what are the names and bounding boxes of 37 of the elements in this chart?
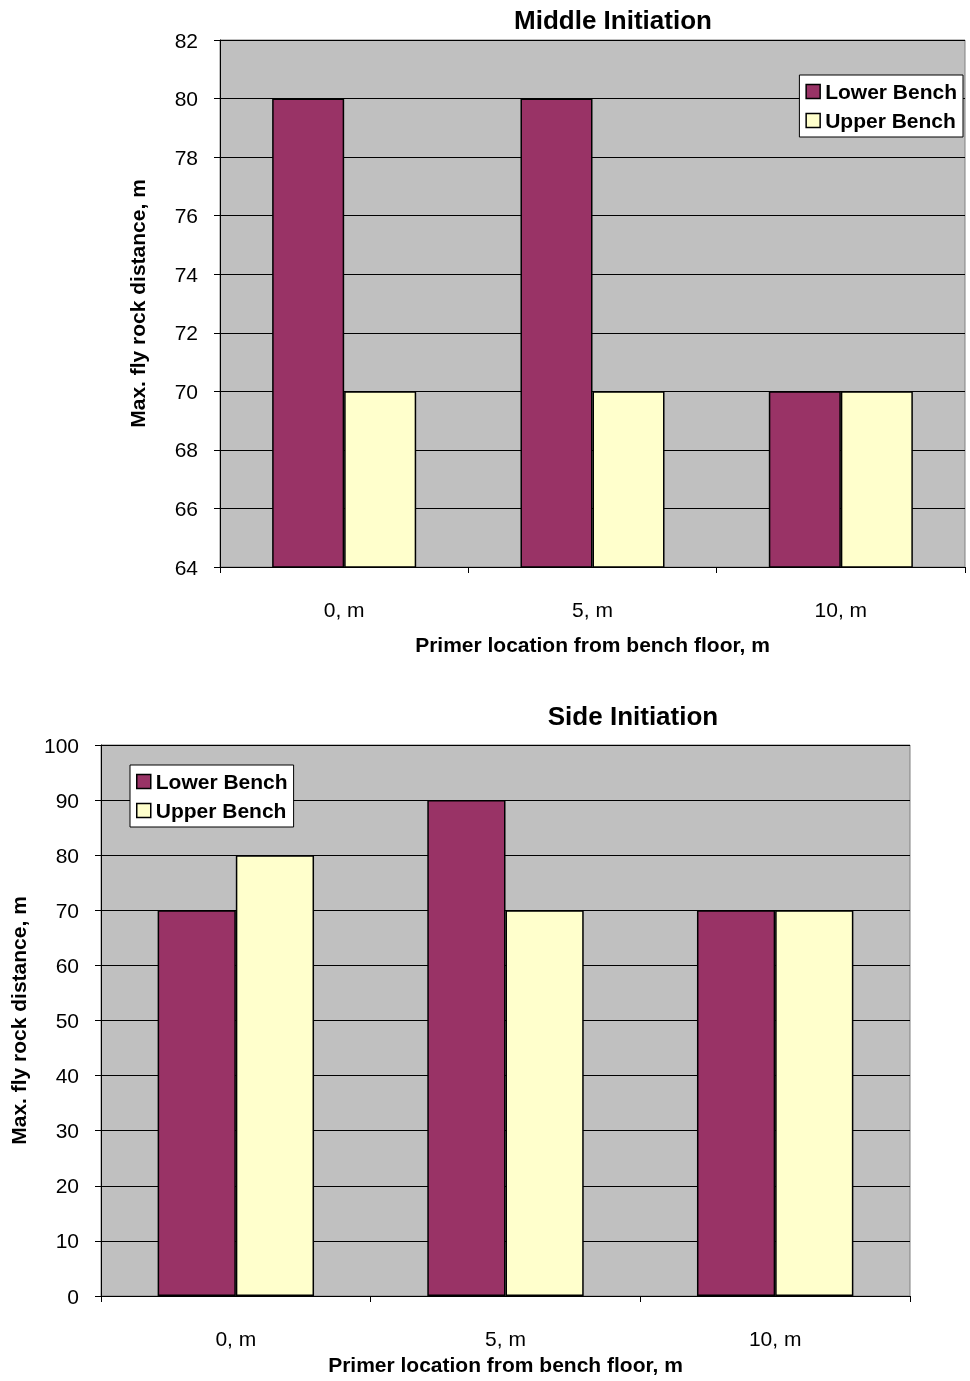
y-tick-label: 60 <box>55 953 79 977</box>
y-tick-label: 0 <box>67 1284 79 1308</box>
y-tick-label: 30 <box>55 1119 79 1143</box>
legend-label: Upper Bench <box>155 799 287 822</box>
y-tick-label: 68 <box>174 438 198 462</box>
y-tick-label: 82 <box>174 28 198 52</box>
y-tick-label: 70 <box>55 898 79 922</box>
legend-label: Lower Bench <box>825 80 957 103</box>
y-tick-label: 50 <box>55 1009 79 1032</box>
y-tick-label: 100 <box>43 733 79 757</box>
chart-title: Side Initiation <box>547 701 719 731</box>
y-tick-label: 20 <box>55 1174 79 1198</box>
y-tick-label: 90 <box>55 788 79 812</box>
y-tick-label: 80 <box>174 87 198 111</box>
y-axis-title: Max. fly rock distance, m <box>126 179 149 428</box>
y-tick-label: 78 <box>174 145 198 169</box>
y-tick-label: 74 <box>174 262 199 286</box>
x-tick-label: 0, m <box>323 598 365 621</box>
chart-title: Middle Initiation <box>514 5 712 35</box>
x-tick-label: 10, m <box>748 1327 802 1350</box>
x-axis-title: Primer location from bench floor, m <box>415 633 770 656</box>
x-tick-label: 5, m <box>572 598 613 621</box>
x-tick-label: 5, m <box>485 1327 526 1350</box>
y-tick-label: 10 <box>55 1229 79 1253</box>
x-tick-label: 0, m <box>215 1327 257 1350</box>
y-tick-label: 40 <box>55 1064 79 1088</box>
y-axis-title: Max. fly rock distance, m <box>7 896 30 1145</box>
y-tick-label: 76 <box>174 204 198 228</box>
y-tick-label: 80 <box>55 843 79 867</box>
legend-label: Lower Bench <box>155 770 288 793</box>
x-tick-label: 10, m <box>814 598 868 621</box>
y-tick-label: 64 <box>174 555 199 579</box>
legend-label: Upper Bench <box>825 109 956 132</box>
y-tick-label: 72 <box>174 321 198 345</box>
y-tick-label: 70 <box>174 379 198 403</box>
x-axis-title: Primer location from bench floor, m <box>328 1353 683 1376</box>
y-tick-label: 66 <box>174 496 198 520</box>
